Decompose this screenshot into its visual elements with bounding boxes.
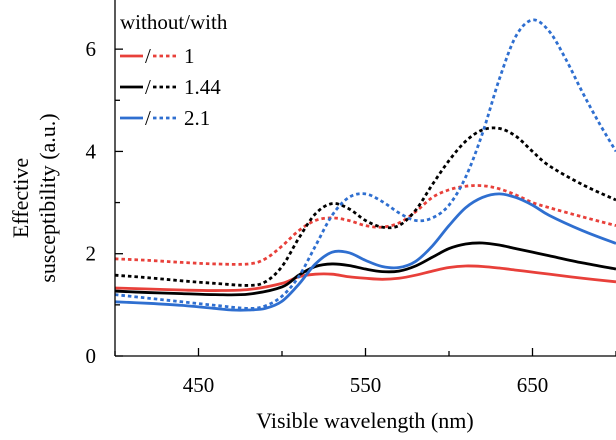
y-axis-title: Effective susceptibility (a.u.) xyxy=(8,113,60,282)
legend-title: without/with xyxy=(120,10,228,34)
legend-label: 1 xyxy=(184,44,195,68)
legend-separator: / xyxy=(145,44,151,68)
series-line-2-1-with xyxy=(115,18,616,310)
legend: without/with/1/1.44/2.1 xyxy=(120,10,228,130)
y-tick-label: 2 xyxy=(86,242,97,266)
series-line-1-44-without xyxy=(115,241,616,297)
legend-entry-1: /1 xyxy=(120,44,195,68)
x-axis-title: Visible wavelength (nm) xyxy=(256,408,473,433)
series-line-1-44-with xyxy=(115,126,616,287)
series-layer xyxy=(115,18,616,312)
y-tick-label: 4 xyxy=(86,139,97,163)
x-tick-label: 450 xyxy=(183,373,215,397)
legend-separator: / xyxy=(145,106,151,130)
y-axis-title-line-2: susceptibility (a.u.) xyxy=(35,113,60,282)
legend-label: 1.44 xyxy=(184,75,221,99)
legend-separator: / xyxy=(145,75,151,99)
y-tick-label: 6 xyxy=(86,37,97,61)
legend-entry-1-44: / 1.44 xyxy=(120,75,221,99)
legend-entry-2-1: / 2.1 xyxy=(120,106,210,130)
y-tick-label: 0 xyxy=(86,344,97,368)
series-line-1-without xyxy=(115,264,616,292)
legend-label: 2.1 xyxy=(184,106,210,130)
x-tick-label: 550 xyxy=(350,373,382,397)
x-tick-label: 650 xyxy=(517,373,549,397)
y-axis-title-line-1: Effective xyxy=(8,158,33,238)
series-line-2-1-without xyxy=(115,192,616,312)
axes-layer: 450 550 650 0 2 4 6 Visible wavelength (nm) Effe… xyxy=(8,0,616,433)
